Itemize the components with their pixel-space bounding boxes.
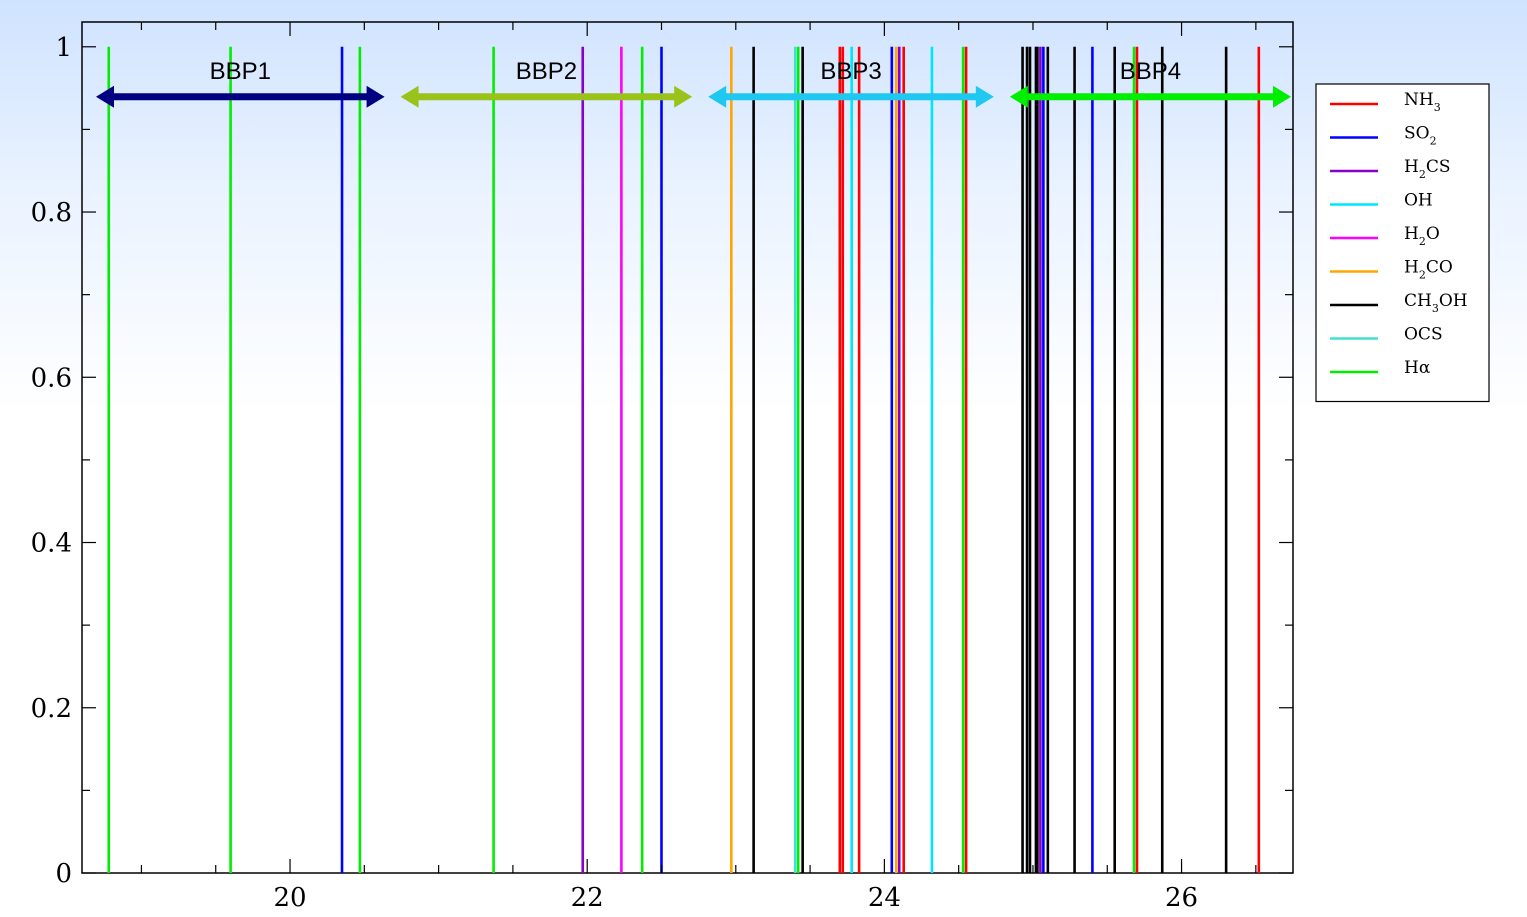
y-tick-label: 1 [55,33,72,63]
band-arrow-head-right [1273,85,1291,108]
band-label-bbp3: BBP3 [820,58,881,85]
legend-label: H2CO [1404,258,1453,282]
legend-entry: CH3OH [1330,291,1468,315]
legend-entry: H2CS [1330,157,1450,181]
x-tick-label: 20 [273,883,306,913]
legend-label: CH3OH [1404,291,1468,315]
band-label-bbp2: BBP2 [516,58,577,85]
legend-entry: NH3 [1330,90,1441,114]
legend-entry: OCS [1330,325,1443,345]
legend-entry: Hα [1330,358,1431,378]
spectral-lines [107,46,1261,873]
band-arrow-head-left [96,85,114,108]
legend-entry: OH [1330,191,1433,211]
y-tick-label: 0 [55,859,72,889]
y-tick-label: 0.4 [31,529,72,559]
band-arrow-head-right [975,85,994,108]
band-arrows: BBP1 BBP2 BBP3 BBP4 [96,58,1291,108]
legend-entry: H2CO [1330,258,1453,282]
x-tick-label: 26 [1165,883,1198,913]
legend-box [1315,83,1490,403]
band-label-bbp4: BBP4 [1120,58,1181,85]
band-arrow-head-left [708,85,727,108]
band-arrow-head-left [1009,85,1028,108]
y-tick-label: 0.6 [31,363,72,393]
band-arrow-bbp1: BBP1 [96,58,385,108]
x-axis: 20 22 24 26 [140,22,1257,913]
y-tick-label: 0.2 [31,694,72,724]
band-label-bbp1: BBP1 [210,58,271,85]
legend-label: Hα [1404,358,1431,378]
legend-label: NH3 [1404,90,1441,114]
legend-label: SO2 [1404,124,1437,148]
legend: NH3 SO2 H2CS OH H2O H2CO CH3OH OCS Hα [1315,83,1490,403]
legend-label: OCS [1404,325,1443,345]
legend-label: H2O [1404,224,1440,248]
y-axis: 0 0.2 0.4 0.6 0.8 1 [31,33,1293,889]
x-tick-label: 22 [571,883,604,913]
plot-frame [81,21,1294,874]
legend-label: H2CS [1404,157,1450,181]
band-arrow-bbp3: BBP3 [708,58,994,108]
band-arrow-head-right [674,85,693,108]
legend-entry: H2O [1330,224,1440,248]
band-arrow-bbp4: BBP4 [1009,58,1291,108]
band-arrow-head-right [366,85,385,108]
y-tick-label: 0.8 [31,198,72,228]
legend-entry: SO2 [1330,124,1437,148]
band-arrow-bbp2: BBP2 [400,58,693,108]
legend-label: OH [1404,191,1433,211]
x-tick-label: 24 [868,883,901,913]
band-arrow-head-left [400,85,419,108]
